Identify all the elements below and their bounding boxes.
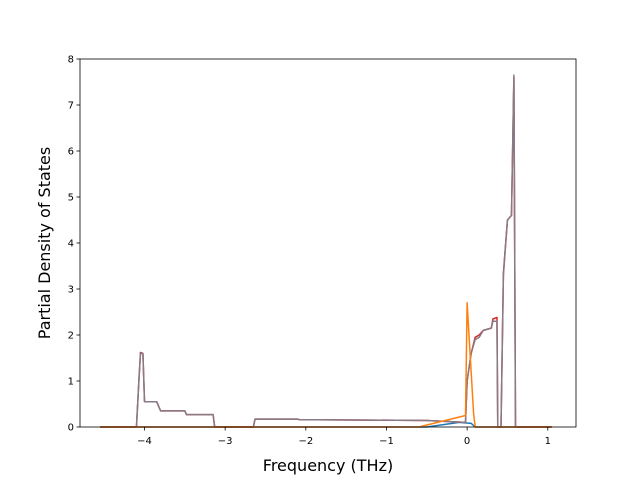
y-tick-label: 2 [68, 331, 74, 342]
x-tick-label: 0 [464, 436, 470, 447]
y-tick-label: 6 [68, 147, 74, 158]
x-tick-label: −4 [137, 436, 152, 447]
x-tick-label: 1 [545, 436, 551, 447]
series-line [100, 74, 552, 428]
x-axis-label: Frequency (THz) [263, 456, 393, 475]
x-tick-label: −2 [298, 436, 313, 447]
y-tick-label: 8 [68, 55, 74, 66]
y-tick-label: 1 [68, 377, 74, 388]
y-tick-label: 7 [68, 101, 74, 112]
y-tick-label: 4 [68, 239, 74, 250]
y-tick-label: 3 [68, 285, 74, 296]
y-tick-label: 0 [68, 423, 74, 434]
y-axis-label: Partial Density of States [35, 147, 54, 339]
x-tick-label: −3 [218, 436, 233, 447]
x-tick-label: −1 [379, 436, 394, 447]
y-tick-label: 5 [68, 193, 74, 204]
